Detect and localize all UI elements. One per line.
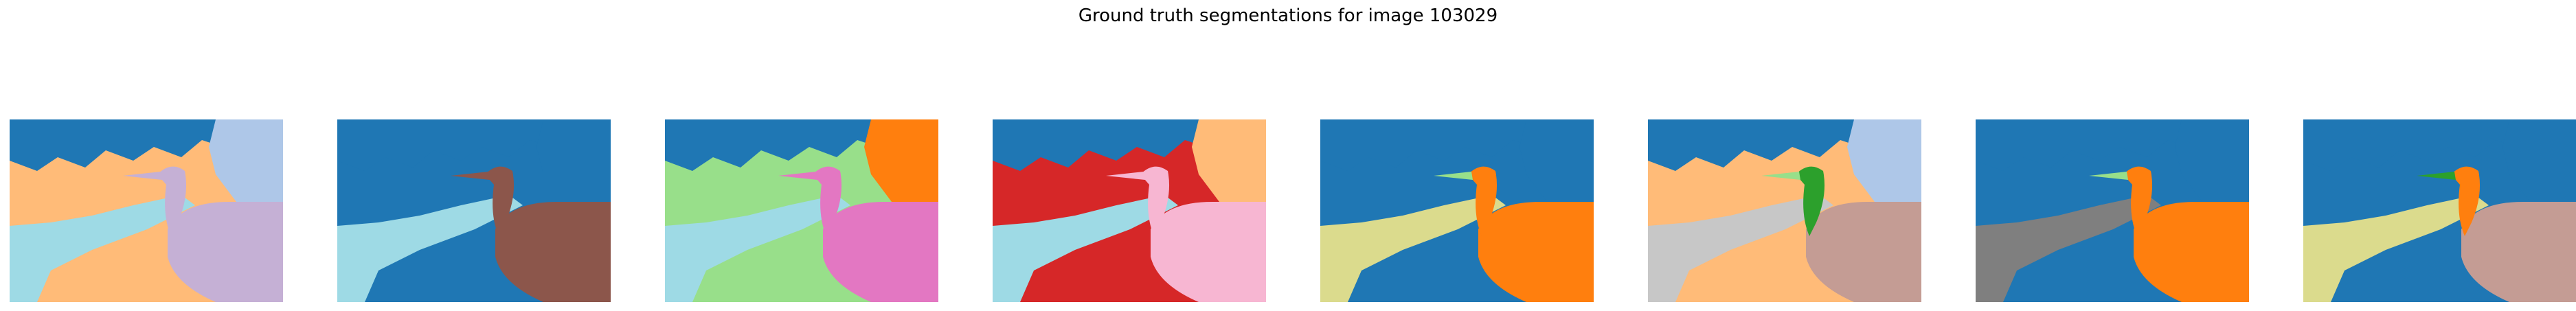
beak-region bbox=[451, 172, 490, 180]
beak-region bbox=[778, 172, 817, 180]
body-region bbox=[2134, 202, 2249, 302]
sky-region bbox=[337, 119, 557, 171]
upper-right-region bbox=[1847, 119, 1921, 209]
neck-region bbox=[813, 166, 842, 236]
body-region bbox=[168, 202, 283, 302]
sky-region bbox=[993, 119, 1212, 171]
beak-region bbox=[2089, 172, 2128, 180]
sky-region bbox=[1648, 119, 1868, 171]
upper-right-region bbox=[2175, 119, 2249, 209]
sky-region bbox=[665, 119, 885, 171]
water-region bbox=[1648, 195, 1833, 302]
upper-right-region bbox=[1192, 119, 1266, 209]
body-region bbox=[2461, 202, 2576, 302]
upper-right-region bbox=[1519, 119, 1594, 209]
water-region bbox=[993, 195, 1178, 302]
segmentation-8 bbox=[2303, 119, 2576, 302]
water-region bbox=[337, 195, 523, 302]
sky-region bbox=[1976, 119, 2195, 171]
beak-region bbox=[2417, 172, 2456, 180]
neck-region bbox=[2123, 166, 2153, 236]
body-region bbox=[823, 202, 938, 302]
neck-region bbox=[1140, 166, 1170, 236]
segmentation-3 bbox=[665, 119, 938, 302]
water-region bbox=[1976, 195, 2161, 302]
segmentation-7 bbox=[1976, 119, 2249, 302]
beak-region bbox=[1106, 172, 1145, 180]
body-region bbox=[1478, 202, 1594, 302]
beak-region bbox=[123, 172, 162, 180]
sky-region bbox=[2303, 119, 2523, 171]
segmentation-1 bbox=[10, 119, 283, 302]
beak-region bbox=[1761, 172, 1800, 180]
water-region bbox=[1320, 195, 1506, 302]
neck-region bbox=[1796, 166, 1825, 236]
neck-region bbox=[1468, 166, 1498, 236]
segmentation-6 bbox=[1648, 119, 1921, 302]
upper-right-region bbox=[864, 119, 938, 209]
neck-region bbox=[157, 166, 187, 236]
beak-region bbox=[1434, 172, 1473, 180]
body-region bbox=[1806, 202, 1921, 302]
segmentation-5 bbox=[1320, 119, 1594, 302]
upper-right-region bbox=[536, 119, 611, 209]
water-region bbox=[10, 195, 195, 302]
upper-right-region bbox=[2502, 119, 2576, 209]
upper-right-region bbox=[209, 119, 283, 209]
figure-title: Ground truth segmentations for image 103… bbox=[1078, 5, 1498, 26]
sky-region bbox=[10, 119, 229, 171]
body-region bbox=[495, 202, 611, 302]
neck-region bbox=[2451, 166, 2481, 236]
neck-region bbox=[485, 166, 515, 236]
water-region bbox=[2303, 195, 2489, 302]
body-region bbox=[1151, 202, 1266, 302]
sky-region bbox=[1320, 119, 1540, 171]
segmentation-4 bbox=[993, 119, 1266, 302]
water-region bbox=[665, 195, 850, 302]
segmentation-2 bbox=[337, 119, 611, 302]
